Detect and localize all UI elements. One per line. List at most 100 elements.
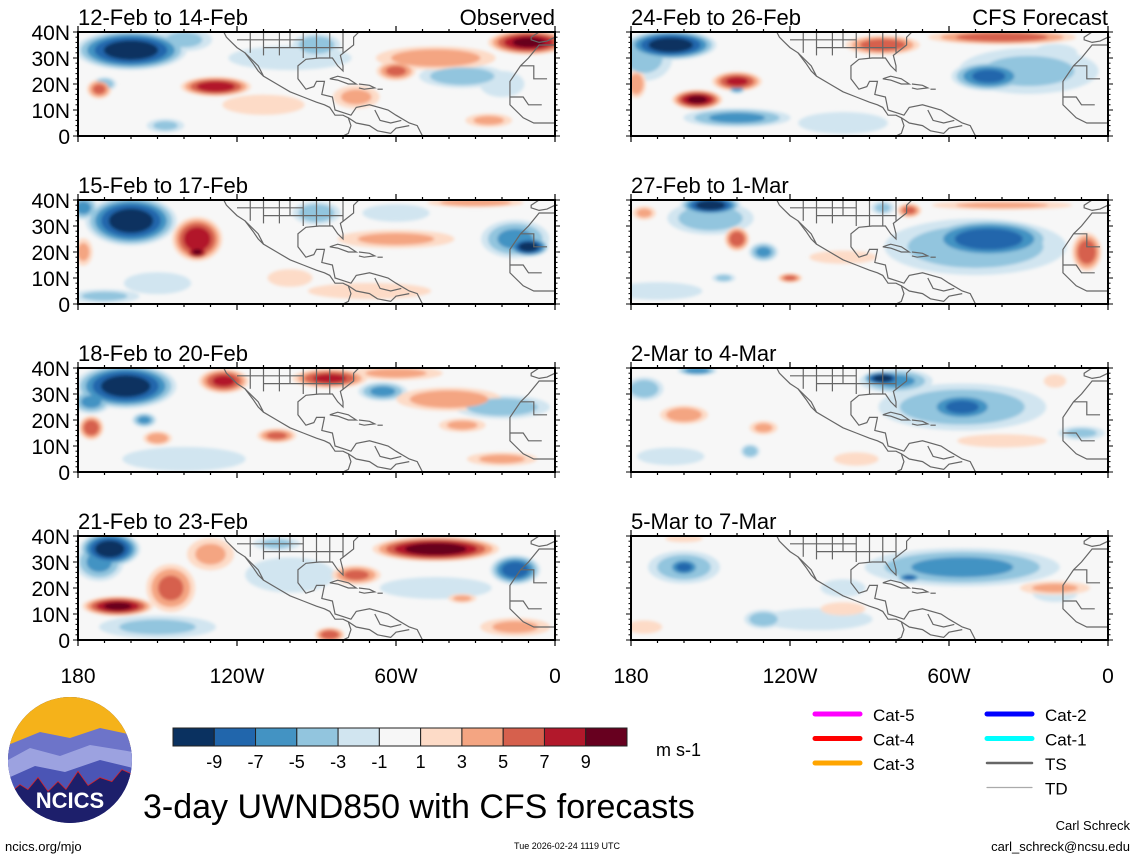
anomaly-contour <box>1066 428 1097 438</box>
colorbar-swatch <box>213 727 257 747</box>
storm-legend-label: Cat-3 <box>873 755 915 774</box>
map-panel: 24-Feb to 26-Feb CFS Forecast <box>626 5 1113 142</box>
anomaly-contour <box>833 452 879 466</box>
anomaly-contour <box>636 208 652 218</box>
anomaly-contour <box>404 542 467 556</box>
y-tick-label: 20N <box>31 410 70 433</box>
panel-title: 24-Feb to 26-Feb <box>631 5 801 30</box>
panel-title: 27-Feb to 1-Mar <box>631 173 789 198</box>
anomaly-contour <box>956 202 1048 209</box>
panel-tag: CFS Forecast <box>972 5 1108 30</box>
anomaly-contour <box>307 282 432 300</box>
colorbar: -9 -7 -5 -3 -1 1 3 5 7 9 <box>172 727 628 772</box>
anomaly-contour <box>108 208 154 233</box>
storm-legend-item: Cat-2 <box>984 706 1087 725</box>
anomaly-contour <box>122 446 246 472</box>
y-tick-label: 10N <box>31 268 70 291</box>
y-tick-label: 0 <box>58 126 70 149</box>
x-tick-label: 120W <box>210 665 265 688</box>
y-tick-label: 10N <box>31 436 70 459</box>
wind-anomaly-field <box>78 368 555 472</box>
anomaly-contour <box>957 434 1047 448</box>
anomaly-contour <box>195 543 226 565</box>
anomaly-contour <box>512 37 545 48</box>
footer-email[interactable]: carl_schreck@ncsu.edu <box>991 839 1130 854</box>
colorbar-label: -7 <box>248 752 264 772</box>
anomaly-contour <box>137 416 151 424</box>
anomaly-contour <box>716 274 732 282</box>
anomaly-contour <box>100 375 151 398</box>
wind-anomaly-field <box>78 536 555 640</box>
anomaly-contour <box>340 89 372 105</box>
colorbar-swatch <box>337 727 380 747</box>
anomaly-contour <box>266 431 287 440</box>
anomaly-contour <box>196 81 235 92</box>
panel-title: 18-Feb to 20-Feb <box>78 341 248 366</box>
colorbar-label: -9 <box>206 752 222 772</box>
anomaly-contour <box>78 201 91 215</box>
anomaly-contour <box>81 395 102 409</box>
anomaly-contour <box>501 561 529 578</box>
storm-legend-label: TS <box>1045 755 1067 774</box>
y-tick-label: 30N <box>31 48 70 71</box>
anomaly-contour <box>1032 583 1078 593</box>
y-tick-label: 30N <box>31 384 70 407</box>
anomaly-contour <box>320 630 339 640</box>
anomaly-contour <box>453 595 472 602</box>
storm-legend-item: TS <box>985 755 1067 774</box>
colorbar-label: 7 <box>539 752 549 772</box>
anomaly-contour <box>123 272 192 295</box>
anomaly-contour <box>409 390 489 408</box>
coastlines <box>223 368 555 472</box>
anomaly-contour <box>798 112 888 134</box>
storm-legend-label: TD <box>1045 780 1068 799</box>
colorbar-swatch <box>172 727 215 747</box>
map-panel: 15-Feb to 17-Feb 40N 30N 20N 10N 0 <box>31 173 560 317</box>
coastlines <box>776 368 1108 472</box>
anomaly-contour <box>755 247 772 257</box>
colorbar-label: 5 <box>498 752 508 772</box>
map-panel: 18-Feb to 20-Feb 40N 30N 20N 10N 0 <box>31 341 560 485</box>
map-panel: 21-Feb to 23-Feb 40N 30N 20N 10N 0 <box>31 509 560 653</box>
x-tick-label: 60W <box>374 665 417 688</box>
wind-anomaly-field <box>78 200 555 304</box>
colorbar-swatch <box>296 727 339 747</box>
y-tick-label: 40N <box>31 190 70 213</box>
wind-anomaly-field <box>631 368 1108 472</box>
map-panels: 12-Feb to 14-Feb Observed40N30N20N10N015-… <box>31 5 1113 653</box>
anomaly-contour <box>631 282 703 300</box>
anomaly-contour <box>343 570 369 580</box>
anomaly-contour <box>479 454 525 464</box>
anomaly-contour <box>666 407 702 422</box>
storm-legend-label: Cat-5 <box>873 706 915 725</box>
anomaly-contour <box>743 445 758 457</box>
colorbar-label: -1 <box>371 752 387 772</box>
anomaly-contour <box>119 619 196 635</box>
footer-timestamp: Tue 2026-02-24 1119 UTC <box>514 841 620 851</box>
wind-anomaly-field <box>631 200 1108 304</box>
y-tick-label: 10N <box>31 604 70 627</box>
anomaly-contour <box>446 420 478 430</box>
storm-legend-item: Cat-1 <box>984 731 1087 750</box>
anomaly-contour <box>902 206 916 215</box>
anomaly-contour <box>158 575 184 601</box>
y-tick-label: 40N <box>31 22 70 45</box>
footer-url[interactable]: ncics.org/mjo <box>5 839 82 854</box>
anomaly-contour <box>945 400 979 414</box>
wind-anomaly-field <box>631 536 1108 640</box>
colorbar-swatch <box>461 727 504 747</box>
y-tick-label: 10N <box>31 100 70 123</box>
anomaly-contour <box>678 205 743 231</box>
anomaly-contour <box>729 231 745 247</box>
y-tick-label: 30N <box>31 552 70 575</box>
anomaly-contour <box>78 242 90 262</box>
anomaly-contour <box>81 291 128 301</box>
colorbar-label: 1 <box>416 752 426 772</box>
storm-legend-label: Cat-2 <box>1045 706 1087 725</box>
map-panel: 27-Feb to 1-Mar <box>626 173 1113 310</box>
anomaly-contour <box>183 226 211 252</box>
colorbar-label: 3 <box>457 752 467 772</box>
storm-legend-label: Cat-4 <box>873 731 915 750</box>
anomaly-contour <box>365 368 427 378</box>
anomaly-contour <box>391 49 481 67</box>
